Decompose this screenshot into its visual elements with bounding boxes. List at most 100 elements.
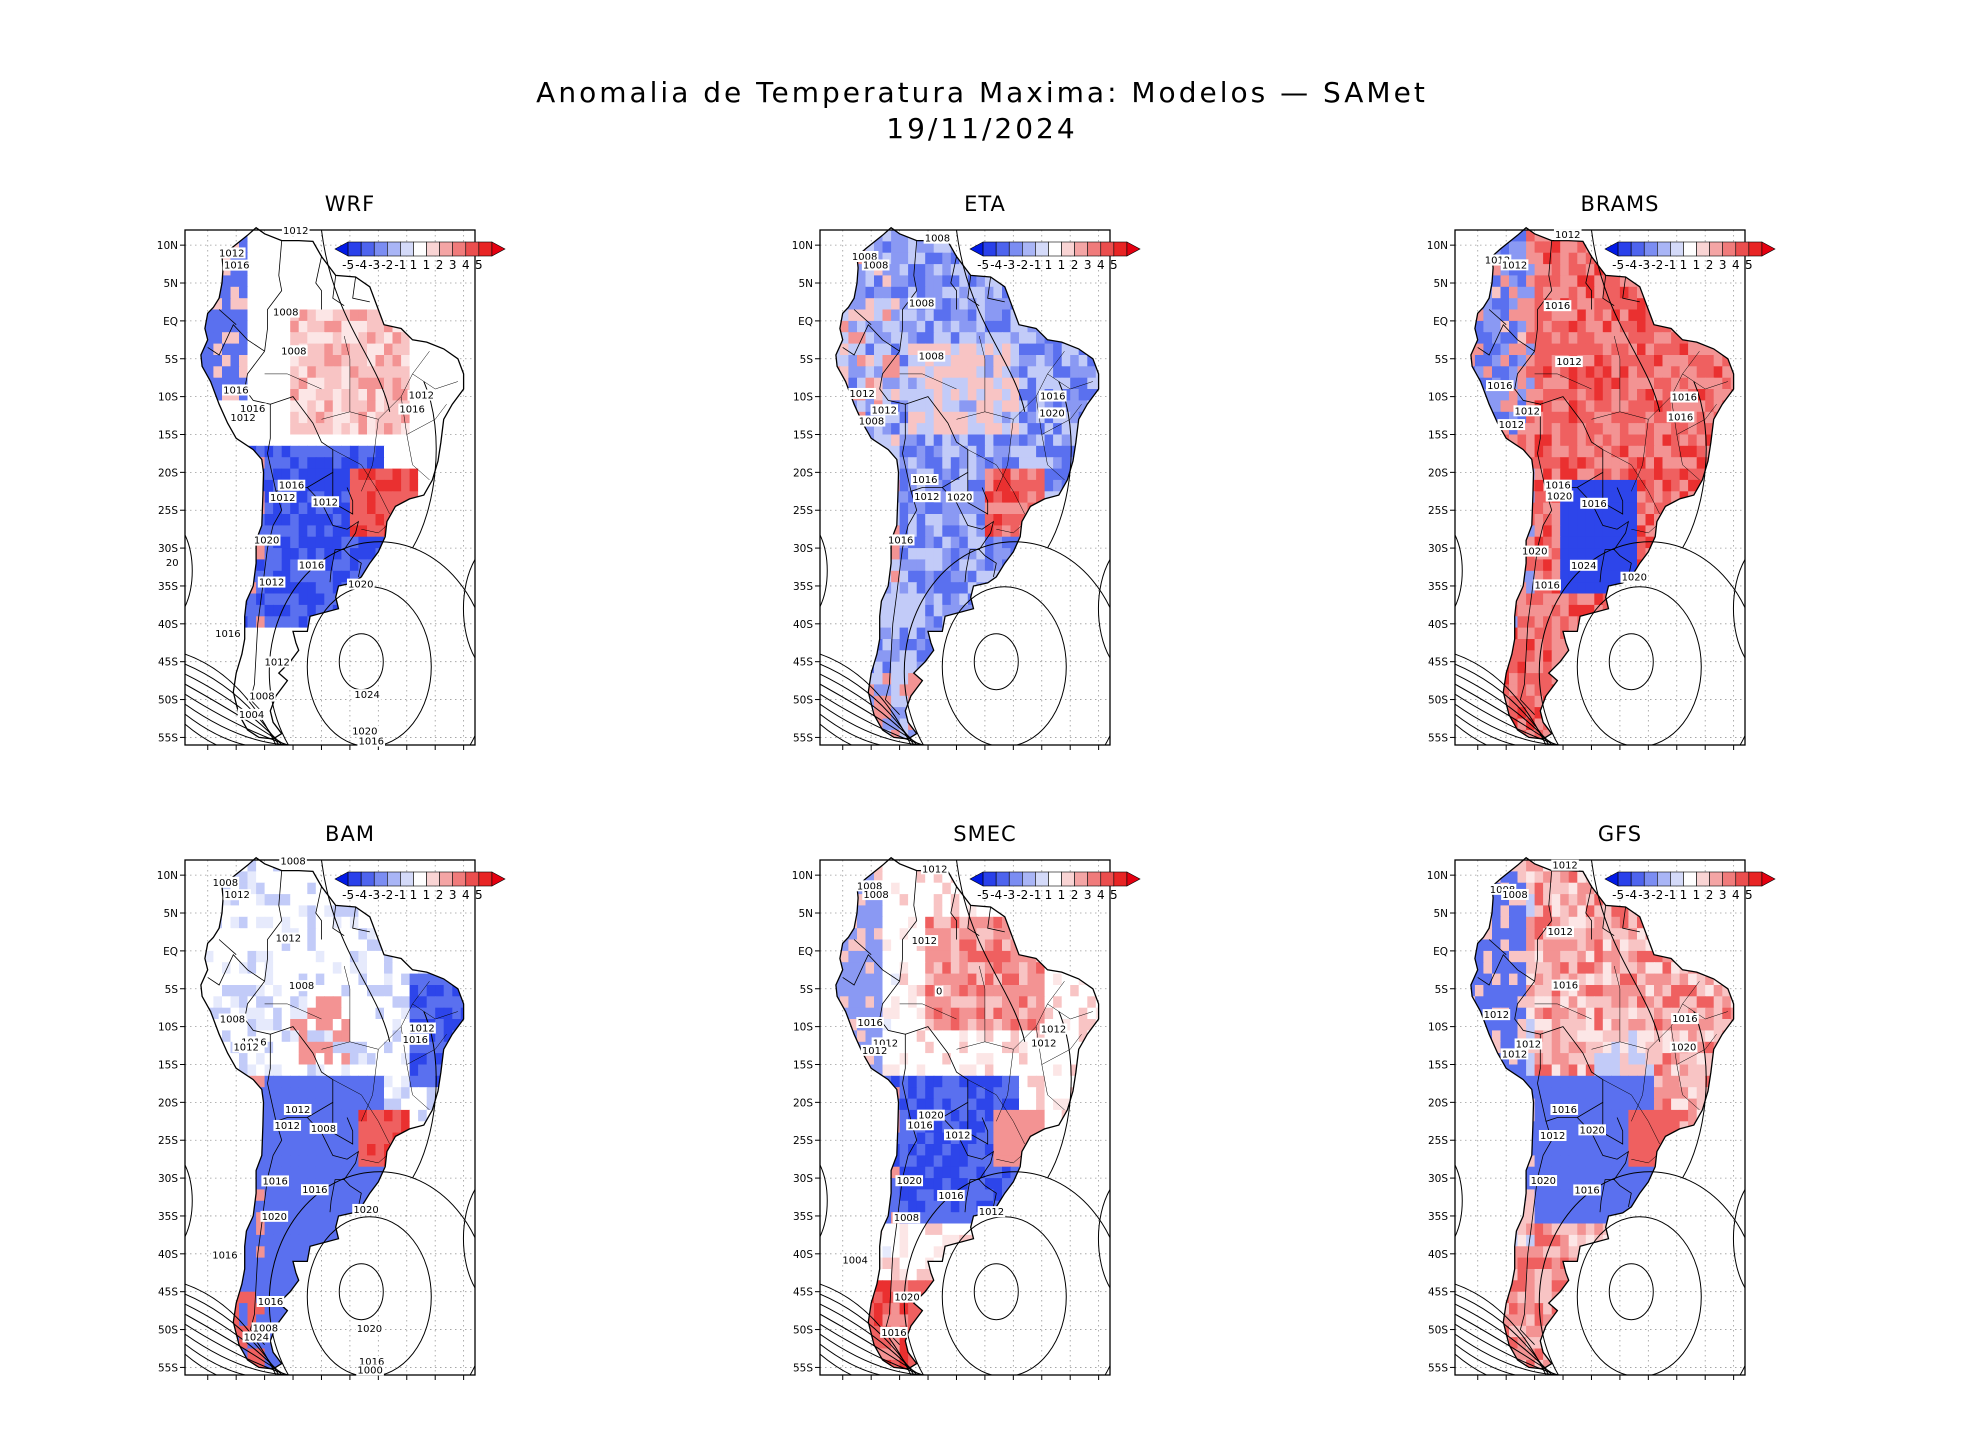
pressure-label-bg xyxy=(352,1203,380,1215)
pressure-label-bg xyxy=(261,1175,289,1187)
border-line xyxy=(332,1102,354,1145)
border-line xyxy=(332,472,354,515)
colorbar-tick-label: 2 xyxy=(1706,888,1714,902)
colorbar-swatch xyxy=(347,241,362,257)
pressure-label-bg xyxy=(917,350,946,362)
pressure-label-bg xyxy=(880,1326,908,1338)
colorbar-swatch xyxy=(1087,241,1102,257)
isobar xyxy=(1455,1353,1567,1375)
lat-label: 55S xyxy=(1428,732,1448,744)
lat-label: 15S xyxy=(158,429,178,441)
pressure-label-bg xyxy=(1497,419,1526,431)
pressure-label: 1012 xyxy=(849,389,874,400)
pressure-label-bg xyxy=(1580,497,1608,509)
map-smec: 10N5NEQ5S10S15S20S25S30S35S40S45S50S55S8… xyxy=(792,856,1141,1380)
isobar xyxy=(1455,723,1567,745)
country-borders xyxy=(207,240,458,715)
colorbar-tick-label: 5 xyxy=(475,888,483,902)
state-line xyxy=(1676,404,1717,435)
panel-title: ETA xyxy=(964,192,1006,216)
isobar xyxy=(820,533,828,608)
pressure-label: 1016 xyxy=(1581,499,1606,510)
lat-label: 50S xyxy=(793,1325,813,1337)
state-line xyxy=(1631,525,1658,534)
pressure-label-bg xyxy=(1483,254,1512,266)
isobar xyxy=(185,693,289,745)
state-line xyxy=(899,1003,957,1020)
state-line xyxy=(1682,1003,1728,1020)
lat-label: 10N xyxy=(792,870,813,882)
pressure-label: 0 xyxy=(936,987,942,998)
state-line xyxy=(996,419,1014,492)
state-line xyxy=(361,525,388,534)
lat-label: 35S xyxy=(793,1211,813,1223)
pressure-label-bg xyxy=(1482,1009,1511,1021)
pressure-label-bg xyxy=(907,297,936,309)
state-line xyxy=(1613,965,1621,1042)
border-line xyxy=(1577,1117,1630,1213)
isobar xyxy=(820,1333,926,1375)
lat-label: 15S xyxy=(1428,1059,1448,1071)
colorbar-tick-label: -1 xyxy=(1029,258,1041,272)
pressure-label: 1020 xyxy=(1531,1176,1556,1187)
border-line xyxy=(244,350,271,454)
lat-label: 15S xyxy=(158,1059,178,1071)
border-line xyxy=(879,350,906,454)
coastline xyxy=(1470,226,1735,740)
pressure-label: 1012 xyxy=(1547,927,1572,938)
lat-label: EQ xyxy=(1433,946,1448,958)
lat-label: EQ xyxy=(798,946,813,958)
pressure-label: 1012 xyxy=(1031,1039,1056,1050)
pressure-label-bg xyxy=(1529,1175,1558,1187)
pressure-label: 1012 xyxy=(1502,1049,1527,1060)
pressure-label-bg xyxy=(211,1249,239,1261)
border-line xyxy=(1519,491,1553,715)
colorbar-swatch xyxy=(400,241,414,257)
border-line xyxy=(1602,275,1615,307)
colorbar-swatch xyxy=(452,241,467,257)
lat-label: 5S xyxy=(165,354,179,366)
pressure-label: 1012 xyxy=(873,1038,898,1049)
pressure-label-bg xyxy=(357,735,386,747)
pressure-label: 1004 xyxy=(239,710,264,721)
pressure-label-bg xyxy=(937,1190,965,1202)
country-borders xyxy=(207,870,458,1345)
pressure-label-bg xyxy=(401,1033,430,1045)
pressure-label: 1012 xyxy=(1555,230,1580,241)
state-line xyxy=(1631,1155,1658,1164)
pressure-label: 1012 xyxy=(922,864,947,875)
panel-bam: BAM 10N 5N EQ 5S 10S 15S 20S 25S 30S 35S 40S 45S 50S… xyxy=(140,822,560,1382)
pressure-label: 1008 xyxy=(213,878,238,889)
pressure-label: 1012 xyxy=(1540,1131,1565,1142)
lat-label: 10S xyxy=(793,1022,813,1034)
border-line xyxy=(244,980,271,1084)
state-line xyxy=(1534,373,1592,390)
border-line xyxy=(1514,980,1541,1084)
border-line xyxy=(332,905,345,937)
isobar xyxy=(820,713,929,745)
lat-label: 55S xyxy=(158,732,178,744)
pressure-label: 1024 xyxy=(244,1332,269,1343)
state-line xyxy=(400,396,430,481)
pressure-labels: 1008100810121012100810081016101210121016… xyxy=(211,855,436,1376)
pressure-label: 1020 xyxy=(348,580,373,591)
pressure-label: 1012 xyxy=(275,1121,300,1132)
colorbar-swatch xyxy=(491,871,506,887)
colorbar-tick-label: -5 xyxy=(1612,888,1624,902)
colorbar-tick-label: 2 xyxy=(1071,888,1079,902)
pressure-label: 1016 xyxy=(1553,981,1578,992)
pressure-label-bg xyxy=(892,1212,921,1224)
pressure-label-bg xyxy=(841,1254,869,1266)
pressure-label-bg xyxy=(895,1175,924,1187)
isobar xyxy=(1455,713,1564,745)
pressure-label: 1016 xyxy=(1552,1105,1577,1116)
colorbar-tick-label: -5 xyxy=(342,258,354,272)
pressure-label-bg xyxy=(910,474,939,486)
lat-label: 45S xyxy=(158,1287,178,1299)
border-line xyxy=(1519,1121,1553,1345)
colorbar-swatch xyxy=(478,871,493,887)
colorbar-swatch xyxy=(1087,871,1102,887)
pressure-label-bg xyxy=(860,1044,889,1056)
colorbar-tick-label: -4 xyxy=(990,258,1002,272)
pressure-label: 1012 xyxy=(1516,1039,1541,1050)
